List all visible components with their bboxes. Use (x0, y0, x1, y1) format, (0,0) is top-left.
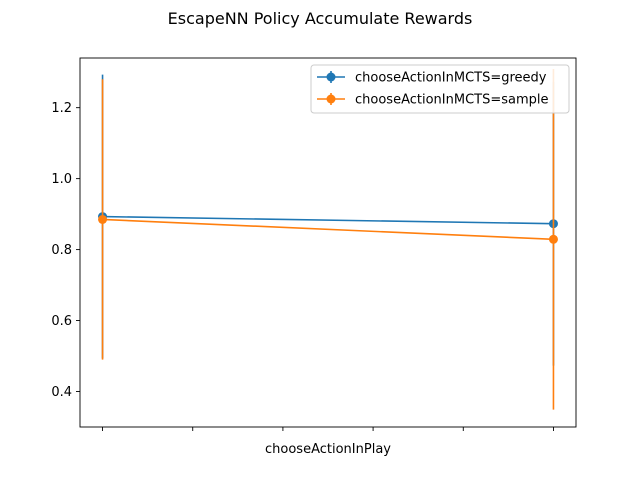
axes: 0.4 0.6 0.8 1.0 1.2 (51, 57, 577, 431)
data-point (98, 214, 108, 224)
legend-label: chooseActionInMCTS=sample (355, 93, 549, 108)
legend-box (310, 64, 570, 114)
series-line (102, 215, 554, 225)
y-tick-label: 0.8 (51, 243, 72, 258)
axes-frame (79, 57, 577, 428)
y-tick-label: 1.0 (51, 172, 72, 187)
legend: chooseActionInMCTS=greedy chooseActionInM… (310, 64, 570, 114)
series-line (102, 218, 554, 241)
legend-marker (326, 72, 336, 82)
legend-label: chooseActionInMCTS=greedy (355, 71, 547, 86)
y-tick-label: 1.2 (51, 101, 72, 116)
legend-entry-1: chooseActionInMCTS=greedy (317, 71, 547, 86)
data-point (548, 234, 558, 244)
y-tick-label: 0.6 (51, 314, 72, 329)
y-tick-label: 0.4 (51, 385, 72, 400)
plot-area (98, 68, 558, 410)
series-1 (98, 74, 558, 366)
series-2 (98, 68, 558, 410)
legend-marker (326, 94, 336, 104)
x-axis-label: chooseActionInPlay (265, 442, 391, 457)
legend-entry-2: chooseActionInMCTS=sample (317, 93, 549, 108)
chart-title: EscapeNN Policy Accumulate Rewards (168, 9, 473, 28)
